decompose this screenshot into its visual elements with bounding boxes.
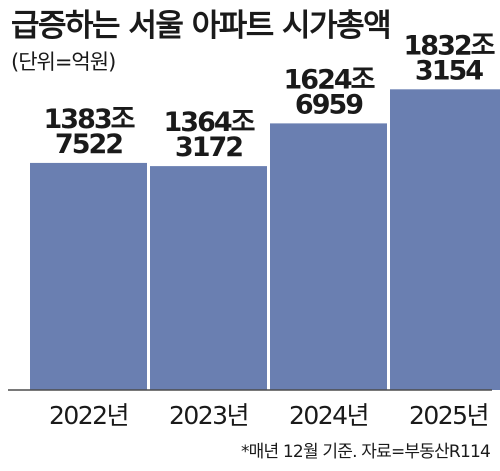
x-tick-label: 2022년 [49, 401, 128, 430]
value-label: 3154 [415, 55, 483, 86]
bar-2023년 [150, 166, 267, 390]
unit-note: (단위=억원) [11, 50, 116, 74]
value-label: 1364조 [164, 107, 255, 138]
bar-2025년 [390, 89, 500, 390]
value-label: 7522 [55, 129, 122, 160]
x-tick-label: 2023년 [169, 401, 248, 430]
chart-title: 급증하는 서울 아파트 시가총액 [11, 8, 392, 44]
value-label: 6959 [295, 89, 363, 120]
source-footnote: *매년 12월 기준. 자료=부동산R114 [240, 442, 491, 462]
value-label: 3172 [175, 132, 242, 163]
value-label: 1383조 [44, 104, 135, 135]
value-label: 1832조 [404, 30, 495, 61]
x-tick-label: 2024년 [289, 401, 368, 430]
bar-2022년 [30, 162, 147, 390]
x-tick-label: 2025년 [409, 401, 488, 430]
value-label: 1624조 [284, 64, 375, 95]
bar-2024년 [270, 123, 387, 390]
